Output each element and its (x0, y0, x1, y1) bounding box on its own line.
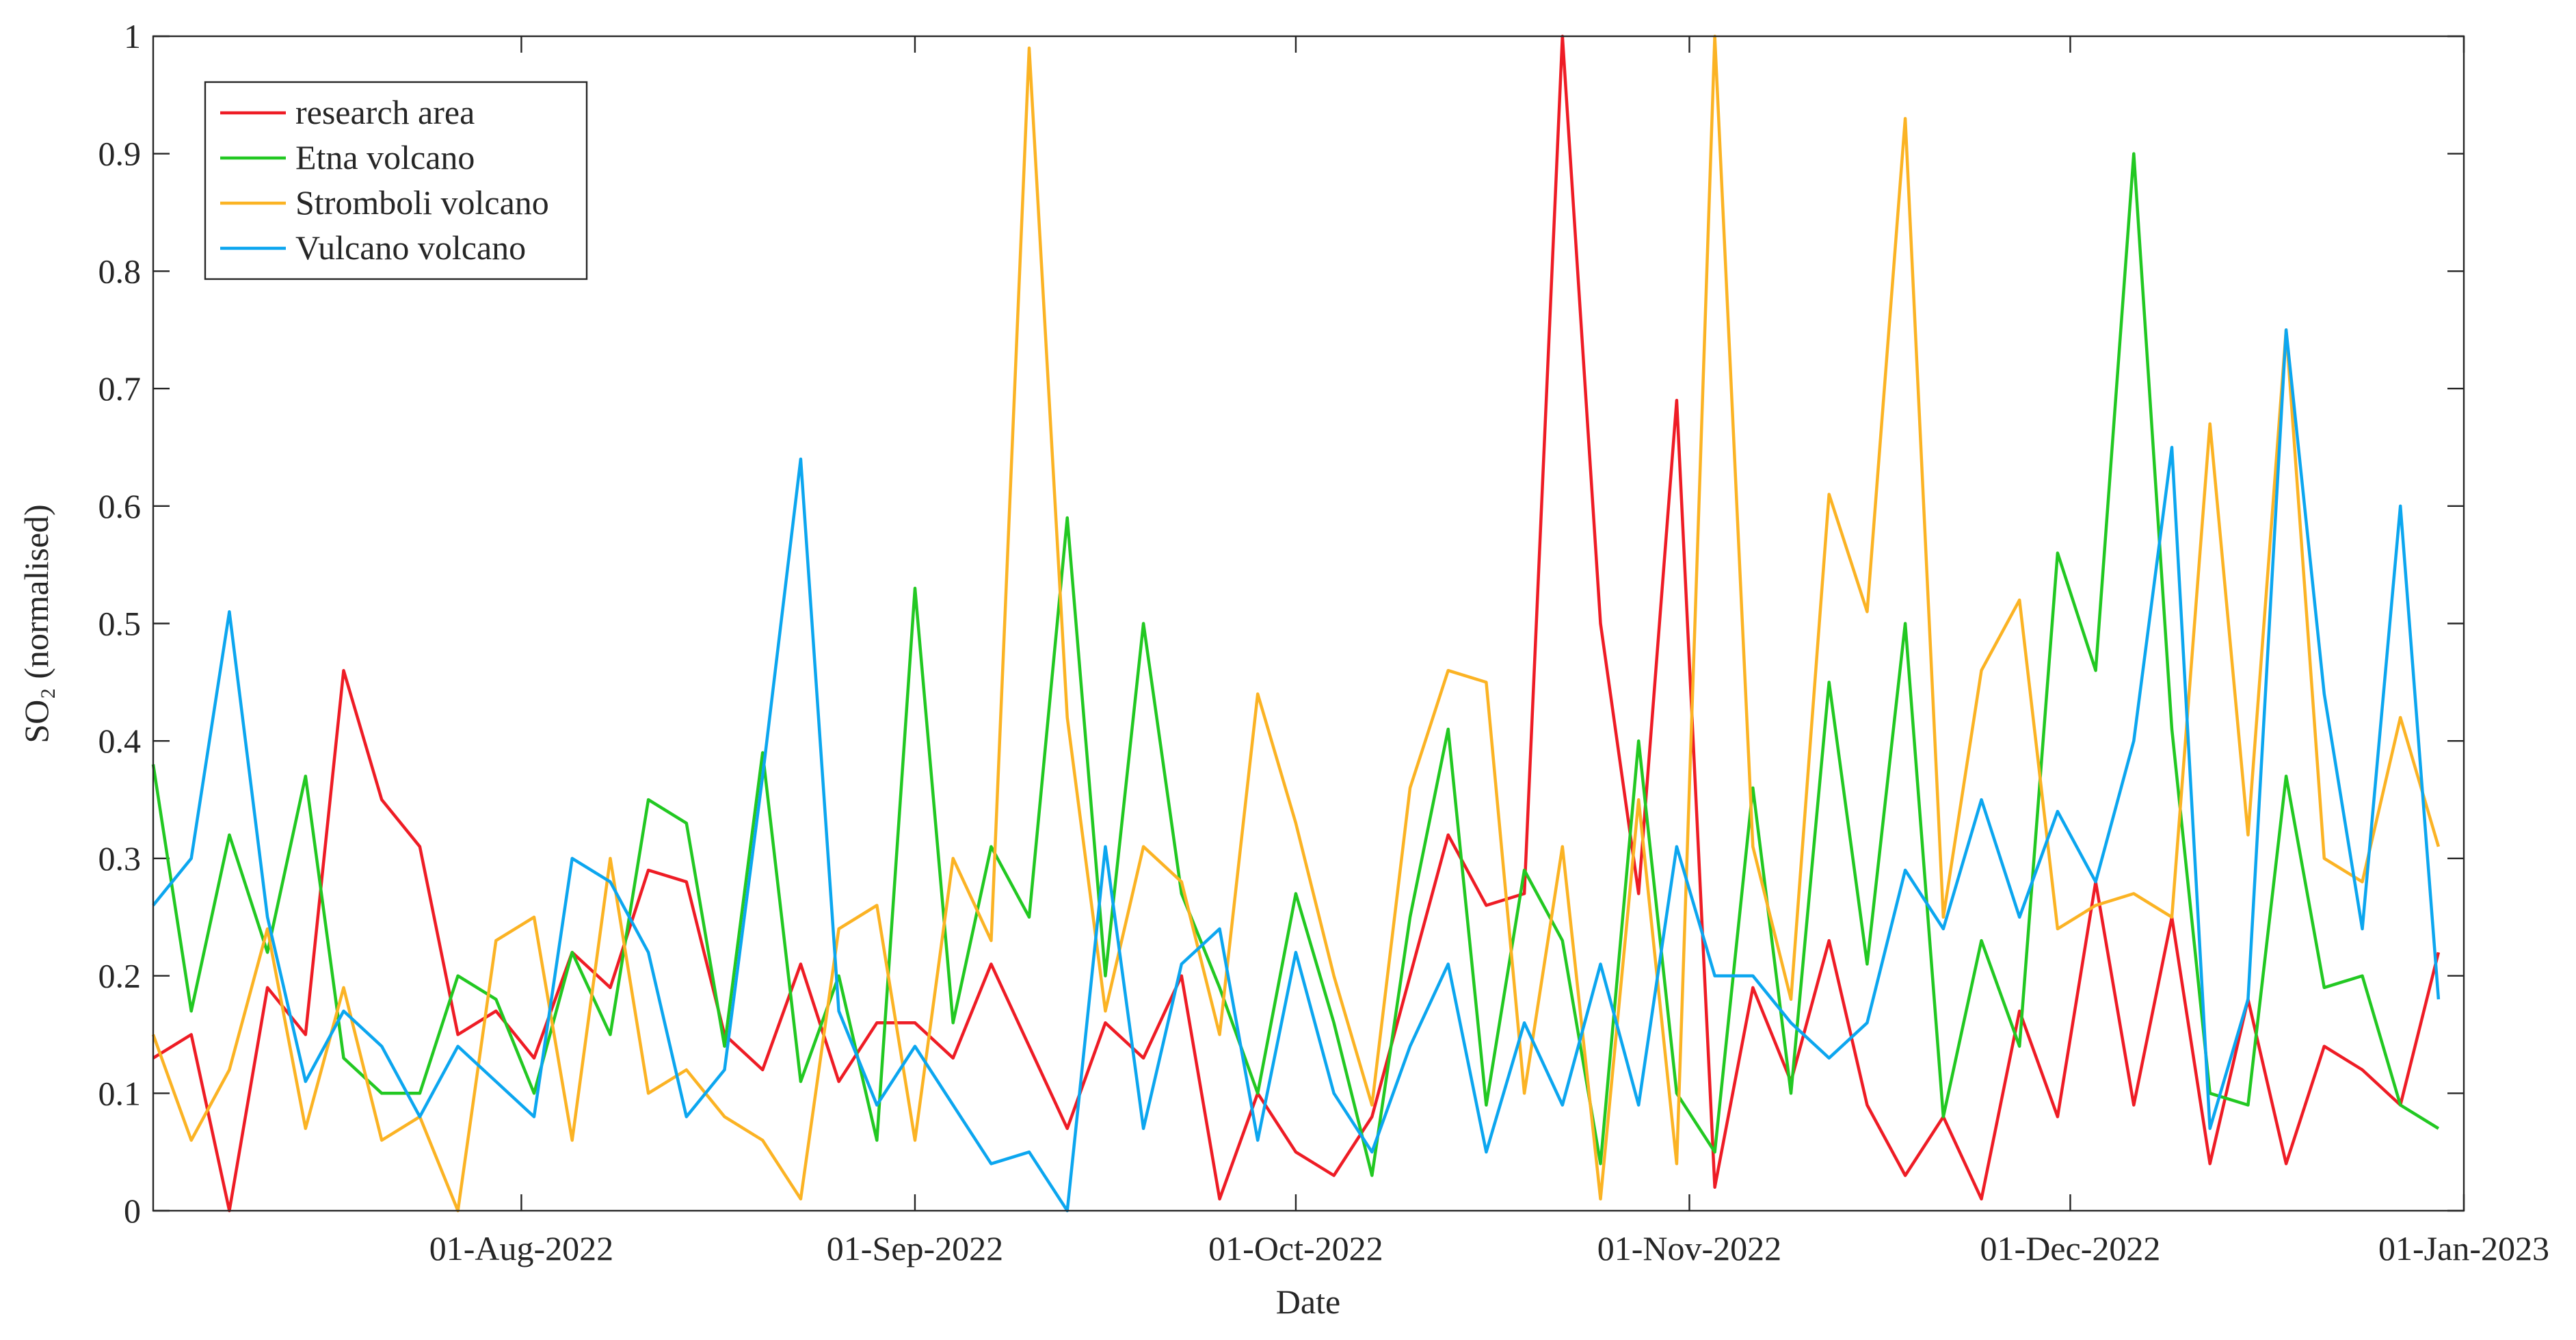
y-tick-label: 0.4 (98, 722, 142, 760)
y-tick-label: 0.5 (98, 605, 142, 643)
x-axis-label: Date (1276, 1283, 1340, 1321)
x-tick-label: 01-Sep-2022 (827, 1229, 1003, 1267)
legend-label: Vulcano volcano (295, 228, 526, 267)
y-tick-label: 0.1 (98, 1074, 142, 1112)
y-tick-label: 0 (124, 1192, 141, 1230)
series-line (152, 34, 2441, 1213)
x-tick-label: 01-Jan-2023 (2378, 1229, 2549, 1267)
legend-box (204, 81, 588, 280)
series-line (151, 34, 2441, 1213)
legend-label: Stromboli volcano (295, 183, 549, 222)
plot-frame (152, 35, 2465, 1212)
y-tick-label: 0.6 (98, 487, 142, 525)
x-tick-label: 01-Dec-2022 (1980, 1229, 2161, 1267)
y-tick-label: 0.8 (98, 252, 142, 290)
x-tick-label: 01-Aug-2022 (429, 1229, 613, 1267)
legend-label: Etna volcano (295, 138, 475, 176)
y-tick-label: 0.7 (98, 369, 142, 408)
x-tick-label: 01-Oct-2022 (1208, 1229, 1383, 1267)
y-axis-label: SO₂ (normalised) (17, 504, 55, 743)
x-tick-label: 01-Nov-2022 (1597, 1229, 1781, 1267)
y-tick-label: 0.2 (98, 957, 142, 995)
y-tick-label: 0.9 (98, 135, 142, 173)
y-tick-label: 1 (124, 17, 141, 55)
series-line (152, 328, 2441, 1213)
legend-label: research area (295, 93, 475, 131)
series-line (151, 152, 2440, 1177)
y-tick-label: 0.3 (98, 839, 142, 878)
